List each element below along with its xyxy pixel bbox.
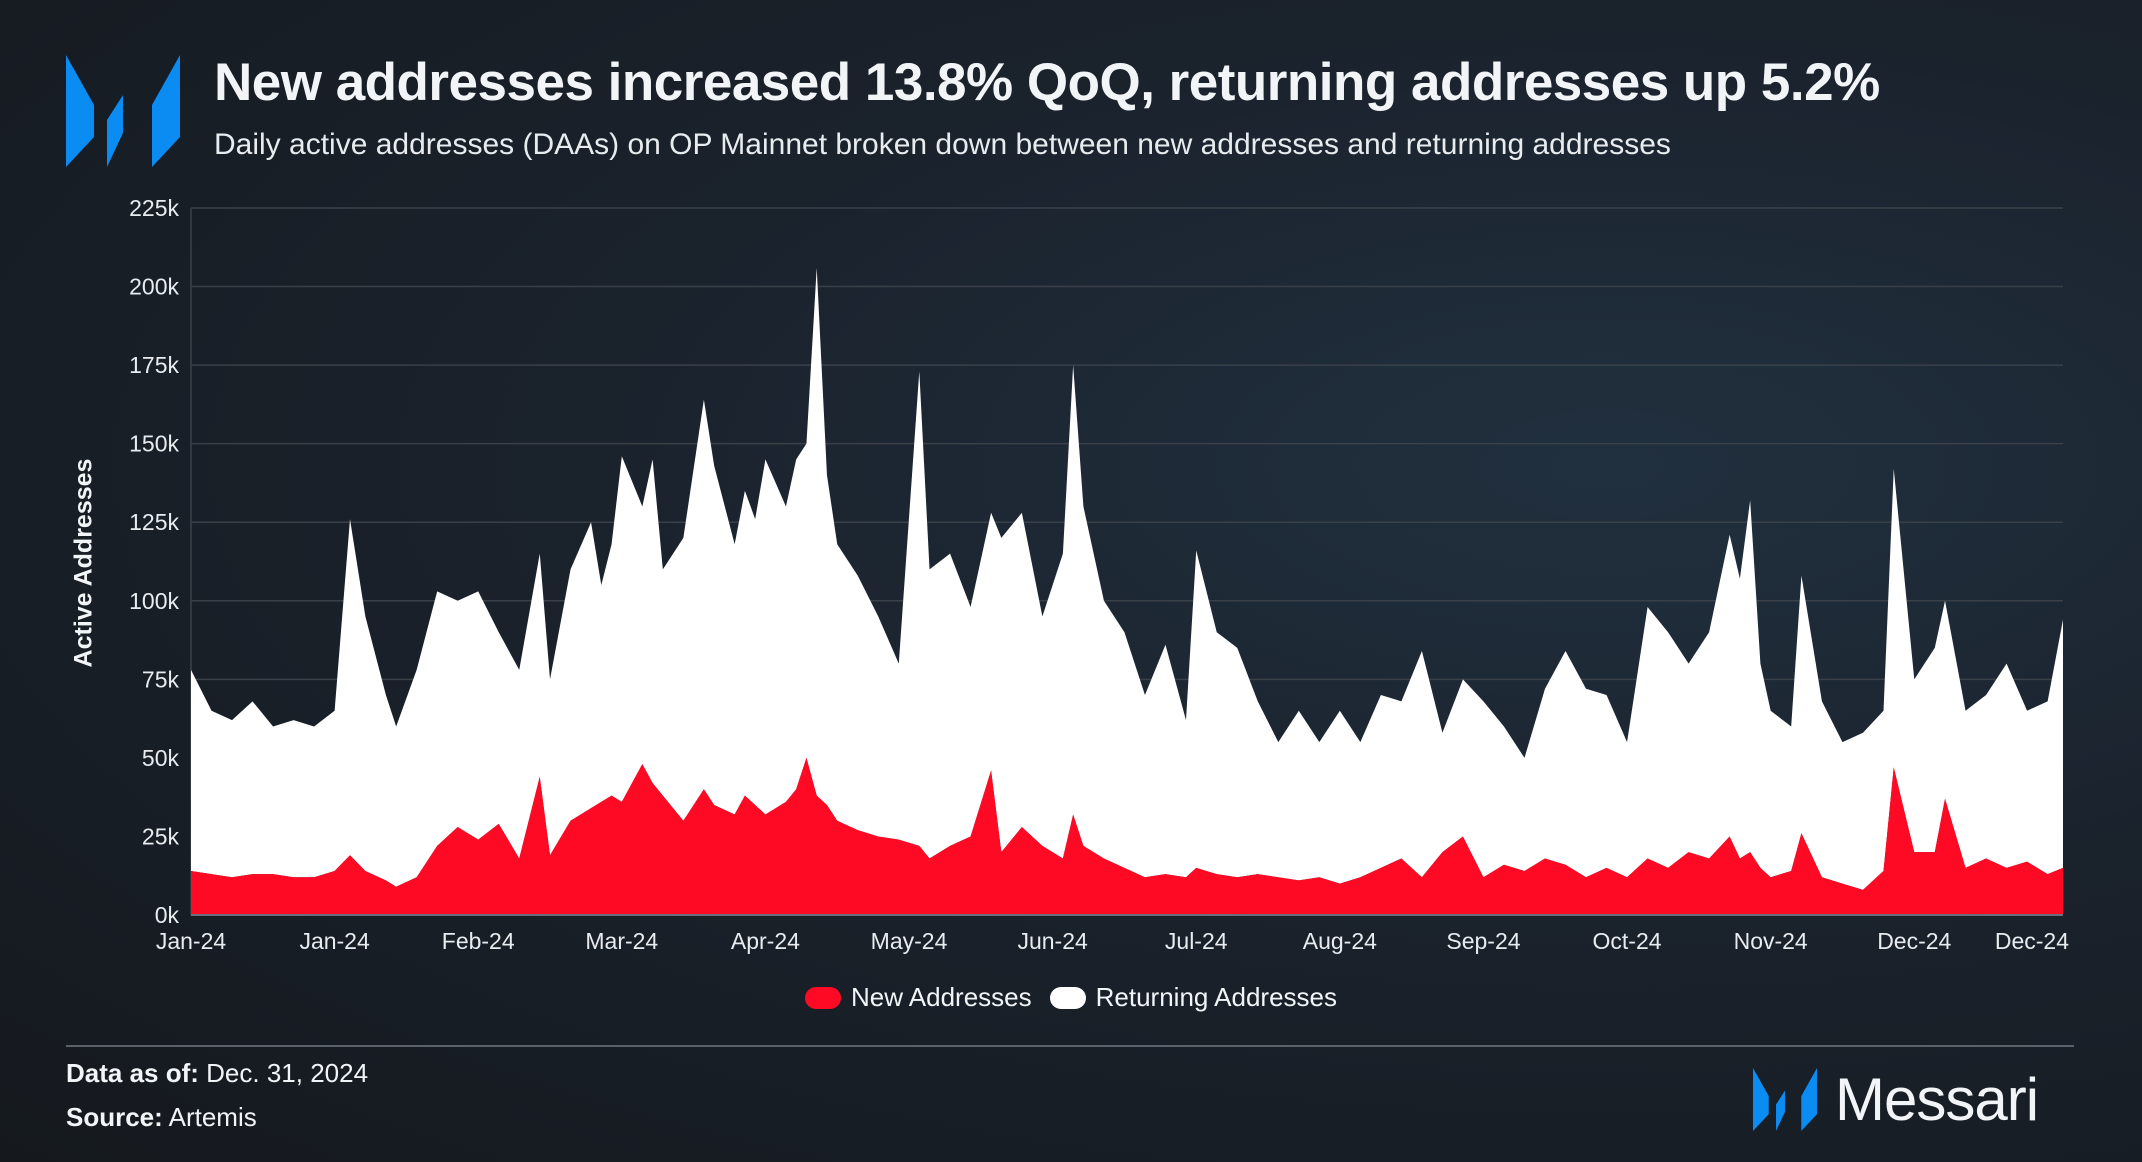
x-tick-label: Nov-24 (1734, 928, 1808, 954)
y-tick-label: 50k (142, 745, 180, 771)
y-tick-label: 150k (129, 431, 179, 457)
messari-brand: Messari (1753, 1065, 2039, 1134)
chart-subtitle: Daily active addresses (DAAs) on OP Main… (214, 128, 1671, 161)
legend: New Addresses Returning Addresses (0, 982, 2142, 1013)
y-tick-label: 175k (129, 352, 179, 378)
chart-title: New addresses increased 13.8% QoQ, retur… (214, 53, 1880, 112)
messari-logo-icon (1753, 1068, 1817, 1131)
legend-item-new[interactable]: New Addresses (804, 982, 1032, 1013)
data-as-of-label: Data as of: (66, 1058, 199, 1088)
x-tick-label: Apr-24 (731, 928, 800, 954)
y-axis-label: Active Addresses (69, 458, 98, 668)
y-tick-label: 125k (129, 509, 179, 535)
y-tick-label: 100k (129, 588, 179, 614)
y-tick-label: 200k (129, 274, 179, 300)
data-as-of-value: Dec. 31, 2024 (206, 1058, 369, 1088)
x-tick-label: Aug-24 (1303, 928, 1377, 954)
legend-swatch-new (804, 986, 841, 1009)
x-tick-label: Sep-24 (1446, 928, 1520, 954)
series-area-returning-addresses (191, 267, 2063, 890)
x-tick-label: Dec-24 (1995, 928, 2069, 954)
brand-name: Messari (1835, 1066, 2039, 1133)
x-tick-label: Feb-24 (442, 928, 515, 954)
legend-label: New Addresses (850, 982, 1032, 1012)
x-tick-label: Dec-24 (1877, 928, 1951, 954)
y-tick-label: 75k (142, 666, 180, 692)
legend-item-returning[interactable]: Returning Addresses (1049, 982, 1338, 1013)
x-tick-label: Jan-24 (299, 928, 370, 954)
messari-logo-icon (66, 55, 180, 167)
legend-label: Returning Addresses (1095, 982, 1338, 1012)
footer-divider (66, 1045, 2074, 1047)
y-tick-label: 225k (129, 195, 179, 221)
source: Source: Artemis (66, 1102, 257, 1133)
x-tick-label: May-24 (871, 928, 948, 954)
series-area-new-addresses (191, 757, 2063, 915)
legend-swatch-returning (1049, 986, 1086, 1009)
y-tick-label: 0k (155, 902, 180, 928)
source-value: Artemis (168, 1102, 257, 1132)
x-tick-label: Jul-24 (1165, 928, 1228, 954)
x-tick-label: Jun-24 (1017, 928, 1088, 954)
y-tick-label: 25k (142, 823, 180, 849)
source-label: Source: (66, 1102, 163, 1132)
x-tick-label: Oct-24 (1593, 928, 1662, 954)
data-as-of: Data as of: Dec. 31, 2024 (66, 1058, 368, 1089)
x-tick-label: Jan-24 (156, 928, 227, 954)
x-tick-label: Mar-24 (585, 928, 658, 954)
